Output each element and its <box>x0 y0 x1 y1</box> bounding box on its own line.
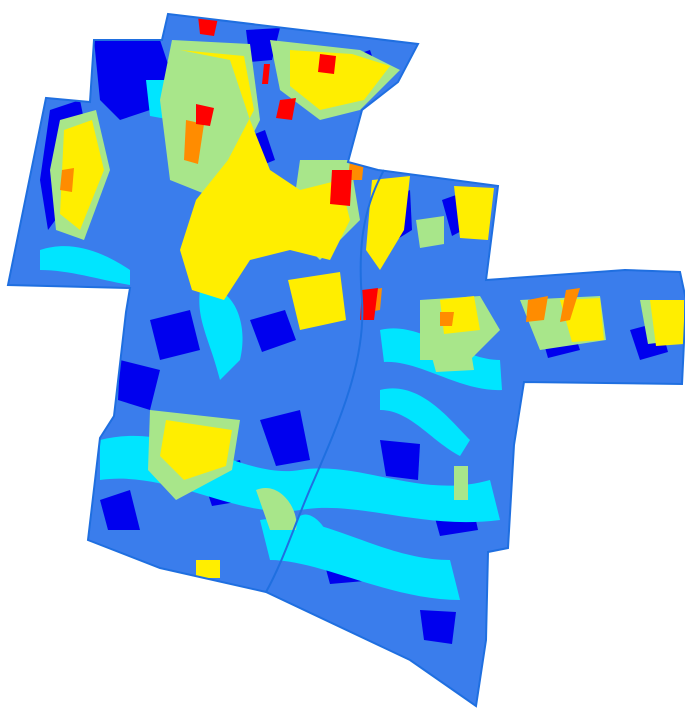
field-boundary <box>6 12 685 708</box>
zones-very-high <box>60 120 580 326</box>
zones-extreme <box>196 16 378 320</box>
internal-divider <box>265 169 385 593</box>
